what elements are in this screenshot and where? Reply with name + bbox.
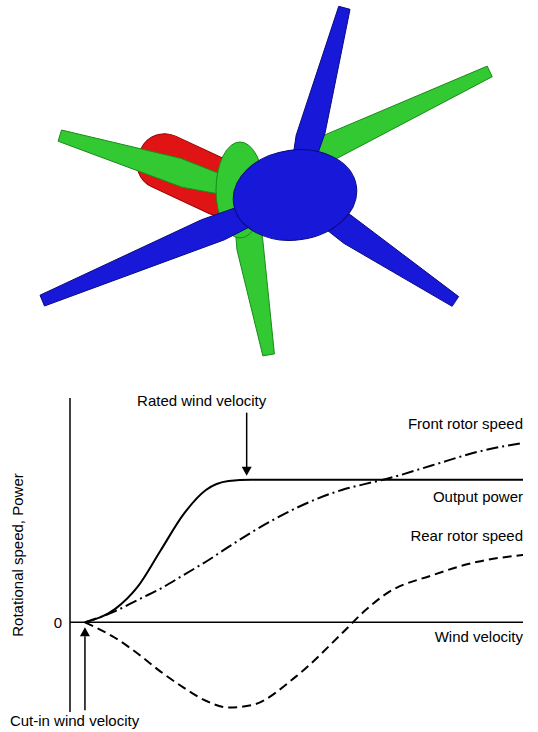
svg-text:Front rotor speed: Front rotor speed — [408, 415, 523, 432]
svg-text:Cut-in wind velocity: Cut-in wind velocity — [10, 712, 140, 729]
svg-text:Rated wind velocity: Rated wind velocity — [137, 392, 267, 409]
svg-text:Output power: Output power — [433, 488, 523, 505]
svg-text:Rotational speed, Power: Rotational speed, Power — [9, 473, 26, 636]
svg-text:0: 0 — [54, 614, 62, 631]
svg-text:Rear rotor speed: Rear rotor speed — [410, 527, 523, 544]
svg-text:Wind velocity: Wind velocity — [435, 628, 524, 645]
